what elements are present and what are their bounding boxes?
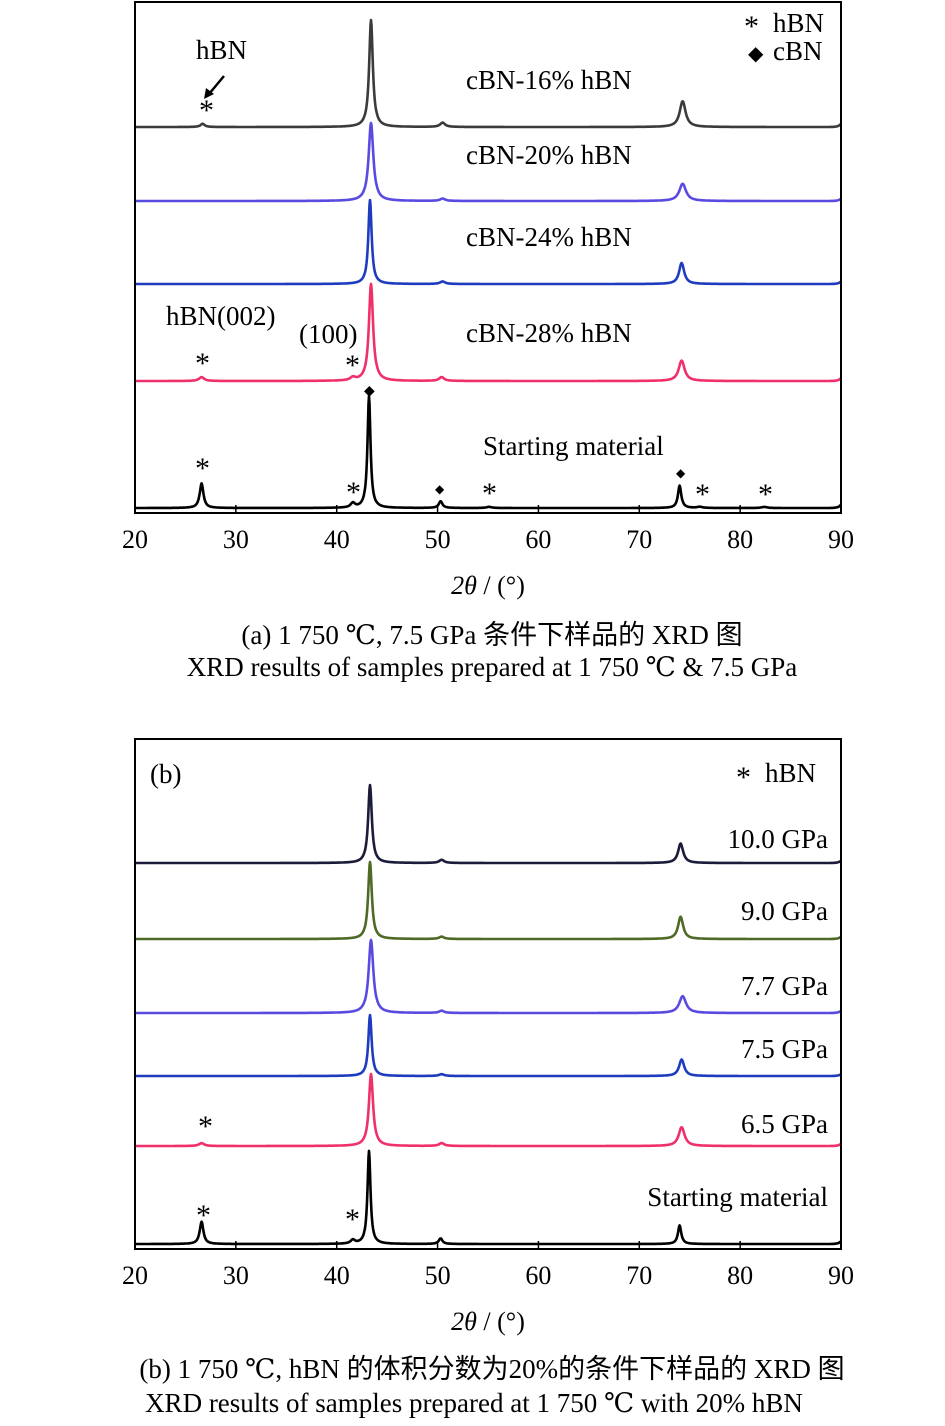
series-trace — [134, 198, 842, 286]
panel-a-frame — [134, 1, 842, 514]
legend-cbn-label: cBN — [773, 36, 823, 66]
marker-cbn: ◆ — [435, 482, 445, 496]
marker-hbn: * — [199, 94, 214, 127]
trace-label-7-7-gpa: 7.7 GPa — [741, 971, 828, 1001]
panel-a: 20 30 40 50 60 70 80 90 * hBN ◆ cBN cBN-16% hBN… — [122, 1, 854, 682]
series-trace — [134, 282, 842, 383]
x-tick-label: 40 — [324, 525, 350, 554]
panel-b-caption-en: XRD results of samples prepared at 1 750… — [145, 1388, 803, 1418]
series-trace — [134, 394, 842, 510]
trace-label-starting-a: Starting material — [483, 431, 664, 461]
x-tick-label: 20 — [122, 1261, 148, 1290]
x-tick-label: 40 — [324, 1261, 350, 1290]
annotation-hbn-arrow-label: hBN — [196, 35, 247, 65]
series-trace — [134, 1072, 842, 1148]
x-tick-label: 70 — [626, 525, 652, 554]
panel-b-frame — [134, 738, 842, 1250]
panel-a-traces — [134, 18, 842, 510]
series-trace — [134, 1013, 842, 1078]
x-tick-label: 30 — [223, 525, 249, 554]
legend-hbn-label: hBN — [773, 8, 824, 38]
x-tick-label: 60 — [525, 525, 551, 554]
panel-b-xaxis-title: 2θ / (°) — [451, 1307, 525, 1336]
panel-b-legend: * hBN — [736, 758, 816, 794]
x-tick-label: 20 — [122, 525, 148, 554]
x-tick-label: 90 — [828, 525, 854, 554]
panel-b-label: (b) — [150, 759, 181, 789]
annotation-hbn002-label: hBN(002) — [166, 301, 276, 331]
marker-hbn: * — [758, 478, 773, 511]
panel-a-xaxis-title: 2θ / (°) — [451, 571, 525, 600]
trace-label-6-5-gpa: 6.5 GPa — [741, 1109, 828, 1139]
trace-label-10-0-gpa: 10.0 GPa — [728, 824, 829, 854]
x-tick-label: 80 — [727, 1261, 753, 1290]
x-tick-label: 50 — [425, 1261, 451, 1290]
annotation-arrow — [208, 75, 225, 95]
marker-hbn: * — [345, 349, 360, 382]
panel-a-legend: * hBN ◆ cBN — [744, 8, 824, 66]
annotation-arrowhead — [204, 88, 214, 99]
x-tick-label: 60 — [525, 1261, 551, 1290]
marker-hbn: * — [195, 347, 210, 380]
series-trace — [134, 783, 842, 865]
marker-cbn: ◆ — [676, 466, 686, 480]
legend-cbn-marker: ◆ — [748, 43, 764, 65]
trace-label-cbn-16: cBN-16% hBN — [466, 65, 632, 95]
series-trace — [134, 1149, 842, 1246]
x-tick-label: 90 — [828, 1261, 854, 1290]
marker-hbn: * — [482, 477, 497, 510]
trace-label-cbn-28: cBN-28% hBN — [466, 318, 632, 348]
panel-b-traces — [134, 783, 842, 1246]
trace-label-9-0-gpa: 9.0 GPa — [741, 896, 828, 926]
marker-hbn: * — [346, 476, 361, 509]
marker-hbn: * — [695, 478, 710, 511]
marker-cbn: ◆ — [364, 384, 375, 399]
marker-hbn: * — [196, 1199, 211, 1232]
legend-hbn-marker: * — [744, 10, 759, 43]
series-trace — [134, 860, 842, 941]
panel-b-caption-cn: (b) 1 750 ℃, hBN 的体积分数为20%的条件下样品的 XRD 图 — [139, 1354, 844, 1384]
annotation-hbn100-label: (100) — [299, 319, 357, 349]
x-tick-label: 70 — [626, 1261, 652, 1290]
panel-a-caption-cn: (a) 1 750 ℃, 7.5 GPa 条件下样品的 XRD 图 — [241, 620, 742, 650]
series-trace — [134, 121, 842, 203]
x-tick-label: 50 — [425, 525, 451, 554]
marker-hbn: * — [345, 1203, 360, 1236]
panel-b: 20 30 40 50 60 70 80 90 (b) * hBN 10.0 GPa 9.0 … — [122, 738, 854, 1418]
legend-hbn-label: hBN — [765, 758, 816, 788]
x-tick-label: 30 — [223, 1261, 249, 1290]
panel-b-ticks: 20 30 40 50 60 70 80 90 — [122, 1241, 854, 1290]
series-trace — [134, 938, 842, 1015]
marker-hbn: * — [195, 452, 210, 485]
trace-label-starting-b: Starting material — [647, 1182, 828, 1212]
x-tick-label: 80 — [727, 525, 753, 554]
trace-label-7-5-gpa: 7.5 GPa — [741, 1034, 828, 1064]
trace-label-cbn-20: cBN-20% hBN — [466, 140, 632, 170]
series-trace — [134, 18, 842, 129]
panel-a-ticks: 20 30 40 50 60 70 80 90 — [122, 505, 854, 554]
legend-hbn-marker: * — [736, 761, 751, 794]
marker-hbn: * — [198, 1110, 213, 1143]
panel-a-caption-en: XRD results of samples prepared at 1 750… — [187, 652, 798, 682]
trace-label-cbn-24: cBN-24% hBN — [466, 222, 632, 252]
